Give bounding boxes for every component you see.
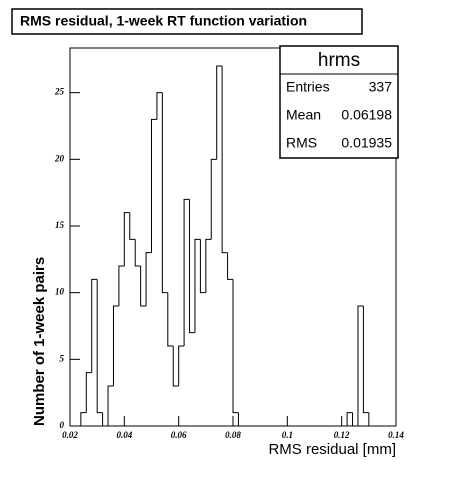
y-tick-label: 5 <box>60 353 65 363</box>
y-tick-label: 15 <box>55 220 65 230</box>
histogram-bin <box>161 92 168 294</box>
histogram-bin <box>80 412 87 426</box>
x-axis-label: RMS residual [mm] <box>268 441 396 458</box>
histogram-bin <box>172 346 179 387</box>
histogram-bin <box>362 306 369 414</box>
stats-value: 0.01935 <box>341 135 392 151</box>
stats-value: 337 <box>369 79 393 95</box>
stats-label: Entries <box>286 79 330 95</box>
x-tick-label: 0.04 <box>116 430 132 440</box>
histogram-bin <box>210 158 217 240</box>
histogram-bin <box>123 212 130 266</box>
stats-label: Mean <box>286 107 321 123</box>
histogram-bin <box>352 412 358 427</box>
y-tick-label: 0 <box>60 420 65 430</box>
x-tick-label: 0.02 <box>62 430 78 440</box>
stats-value: 0.06198 <box>341 107 392 123</box>
y-axis-label: Number of 1-week pairs <box>31 257 48 426</box>
stats-label: RMS <box>286 135 317 151</box>
histogram-bin <box>118 265 125 306</box>
histogram-bin <box>346 412 353 426</box>
y-tick-label: 20 <box>54 153 65 163</box>
histogram-bin <box>189 199 195 334</box>
histogram-bin <box>134 239 141 267</box>
histogram-bin <box>194 238 201 333</box>
histogram-bin <box>199 239 206 294</box>
histogram-bin <box>96 279 103 414</box>
histogram-bin <box>221 66 228 254</box>
histogram-bin <box>140 266 147 307</box>
y-tick-label: 25 <box>54 87 65 97</box>
x-tick-label: 0.14 <box>388 430 404 440</box>
histogram-bin <box>107 385 114 426</box>
histogram-bin <box>167 292 174 347</box>
stats-box: hrms Entries 337 Mean 0.06198 RMS 0.01935 <box>279 45 399 159</box>
histogram-bin <box>178 345 185 386</box>
histogram-bin <box>112 305 119 386</box>
chart-title: RMS residual, 1-week RT function variati… <box>20 13 307 29</box>
title-box <box>11 8 363 35</box>
x-tick-label: 0.12 <box>334 430 350 440</box>
histogram-bin <box>156 92 163 120</box>
histogram-bin <box>232 279 239 414</box>
histogram-bin <box>368 412 375 427</box>
x-tick-label: 0.1 <box>282 430 293 440</box>
histogram-bin <box>237 412 244 427</box>
stats-title: hrms <box>318 50 360 71</box>
histogram-bin <box>91 278 98 373</box>
y-tick-label: 10 <box>55 287 65 297</box>
x-tick-label: 0.06 <box>171 430 187 440</box>
stats-frame <box>279 45 399 159</box>
histogram-bin <box>357 305 364 426</box>
histogram-bin <box>183 198 190 346</box>
histogram-bin <box>145 252 152 306</box>
histogram-bin <box>129 212 136 240</box>
histogram-bin <box>85 372 92 413</box>
histogram-bin <box>205 238 212 293</box>
histogram-bin <box>216 65 223 160</box>
histogram-bin <box>151 118 157 253</box>
histogram-bin <box>227 252 233 280</box>
x-tick-label: 0.08 <box>225 430 241 440</box>
histogram-bin <box>102 412 109 427</box>
